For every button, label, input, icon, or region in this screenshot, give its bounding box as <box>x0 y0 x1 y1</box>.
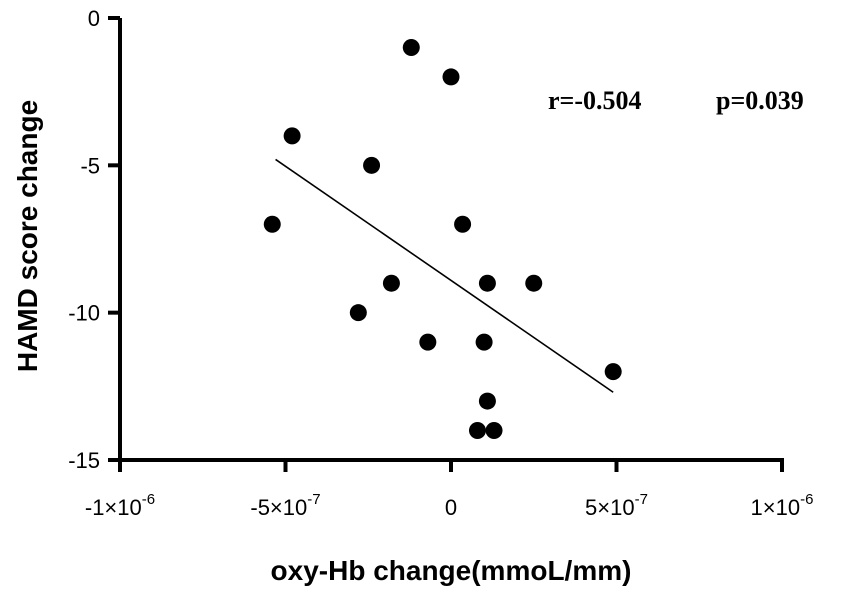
data-point <box>525 274 543 292</box>
data-point <box>475 333 493 351</box>
x-tick-mantissa: 5×10 <box>585 495 635 520</box>
data-point <box>263 215 281 233</box>
x-tick-mantissa: 1×10 <box>751 495 801 520</box>
x-ticks: -1×10-6 -5×10-7 0 5×10-7 1×10-6 <box>85 460 814 520</box>
y-tick-label: 0 <box>88 6 100 31</box>
data-point <box>478 392 496 410</box>
data-point <box>382 274 400 292</box>
data-point <box>442 68 460 86</box>
x-tick-label: 5×10-7 <box>585 491 648 520</box>
x-tick-exponent: -6 <box>142 491 155 508</box>
x-tick-mantissa: -5×10 <box>250 495 307 520</box>
data-point <box>485 422 503 440</box>
y-tick-label: -5 <box>80 153 100 178</box>
data-point <box>349 304 367 322</box>
regression-line <box>275 158 614 393</box>
x-tick-label: -1×10-6 <box>85 491 155 520</box>
x-tick-exponent: -7 <box>635 491 648 508</box>
data-point <box>283 127 301 145</box>
y-ticks: 0 -5 -10 -15 <box>68 6 120 473</box>
y-tick-label: -15 <box>68 448 100 473</box>
data-point <box>363 156 381 174</box>
data-point <box>468 422 486 440</box>
x-tick-exponent: -6 <box>800 491 813 508</box>
x-axis-title: oxy-Hb change(mmoL/mm) <box>271 555 632 586</box>
data-point <box>454 215 472 233</box>
data-point <box>478 274 496 292</box>
x-tick-label: -5×10-7 <box>250 491 320 520</box>
x-tick-exponent: -7 <box>307 491 320 508</box>
x-tick-label: 1×10-6 <box>751 491 814 520</box>
data-points <box>263 38 622 440</box>
y-axis-title: HAMD score change <box>12 100 43 372</box>
x-tick-label: 0 <box>445 495 457 520</box>
y-tick-label: -10 <box>68 301 100 326</box>
data-point <box>419 333 437 351</box>
x-tick-mantissa: -1×10 <box>85 495 142 520</box>
data-point <box>604 363 622 381</box>
correlation-p-text: p=0.039 <box>716 86 804 115</box>
correlation-r-text: r=-0.504 <box>548 86 642 115</box>
data-point <box>402 38 420 56</box>
